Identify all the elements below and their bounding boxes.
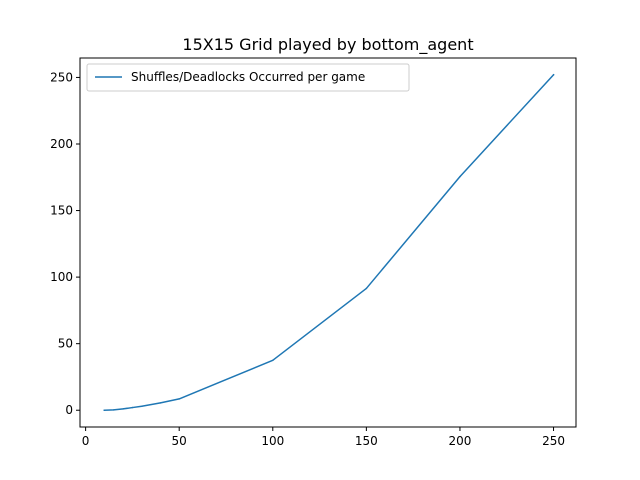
plot-area bbox=[103, 73, 555, 412]
legend-box bbox=[86, 63, 410, 92]
y-tick-label: 0 bbox=[65, 403, 73, 417]
data-point bbox=[141, 405, 143, 407]
y-tick-label: 150 bbox=[50, 204, 73, 218]
data-point bbox=[365, 287, 368, 290]
data-point bbox=[459, 175, 461, 178]
x-tick-label: 50 bbox=[172, 434, 187, 448]
data-point bbox=[552, 74, 555, 76]
data-point bbox=[131, 406, 134, 409]
y-tick-label: 250 bbox=[50, 70, 73, 84]
series-line-0 bbox=[103, 73, 555, 412]
data-point bbox=[103, 409, 106, 411]
y-tick-label: 200 bbox=[50, 137, 73, 151]
data-point bbox=[112, 409, 115, 411]
data-point bbox=[122, 408, 124, 410]
chart-title: 15X15 Grid played by bottom_agent bbox=[182, 35, 473, 55]
x-tick-label: 150 bbox=[355, 434, 378, 448]
data-point bbox=[159, 402, 162, 404]
x-tick-label: 0 bbox=[82, 434, 90, 448]
x-tick-label: 100 bbox=[261, 434, 284, 448]
y-tick-label: 100 bbox=[50, 270, 73, 284]
data-point bbox=[178, 398, 180, 400]
axes-frame bbox=[79, 57, 577, 428]
x-tick-label: 200 bbox=[449, 434, 472, 448]
legend: Shuffles/Deadlocks Occurred per game bbox=[86, 63, 410, 92]
data-point bbox=[272, 359, 274, 362]
legend-label: Shuffles/Deadlocks Occurred per game bbox=[131, 70, 365, 84]
y-tick-label: 50 bbox=[58, 337, 73, 351]
axes: 0 50 100 150 200 250 0 50 100 150 200 250 bbox=[50, 57, 577, 448]
x-tick-label: 250 bbox=[542, 434, 565, 448]
